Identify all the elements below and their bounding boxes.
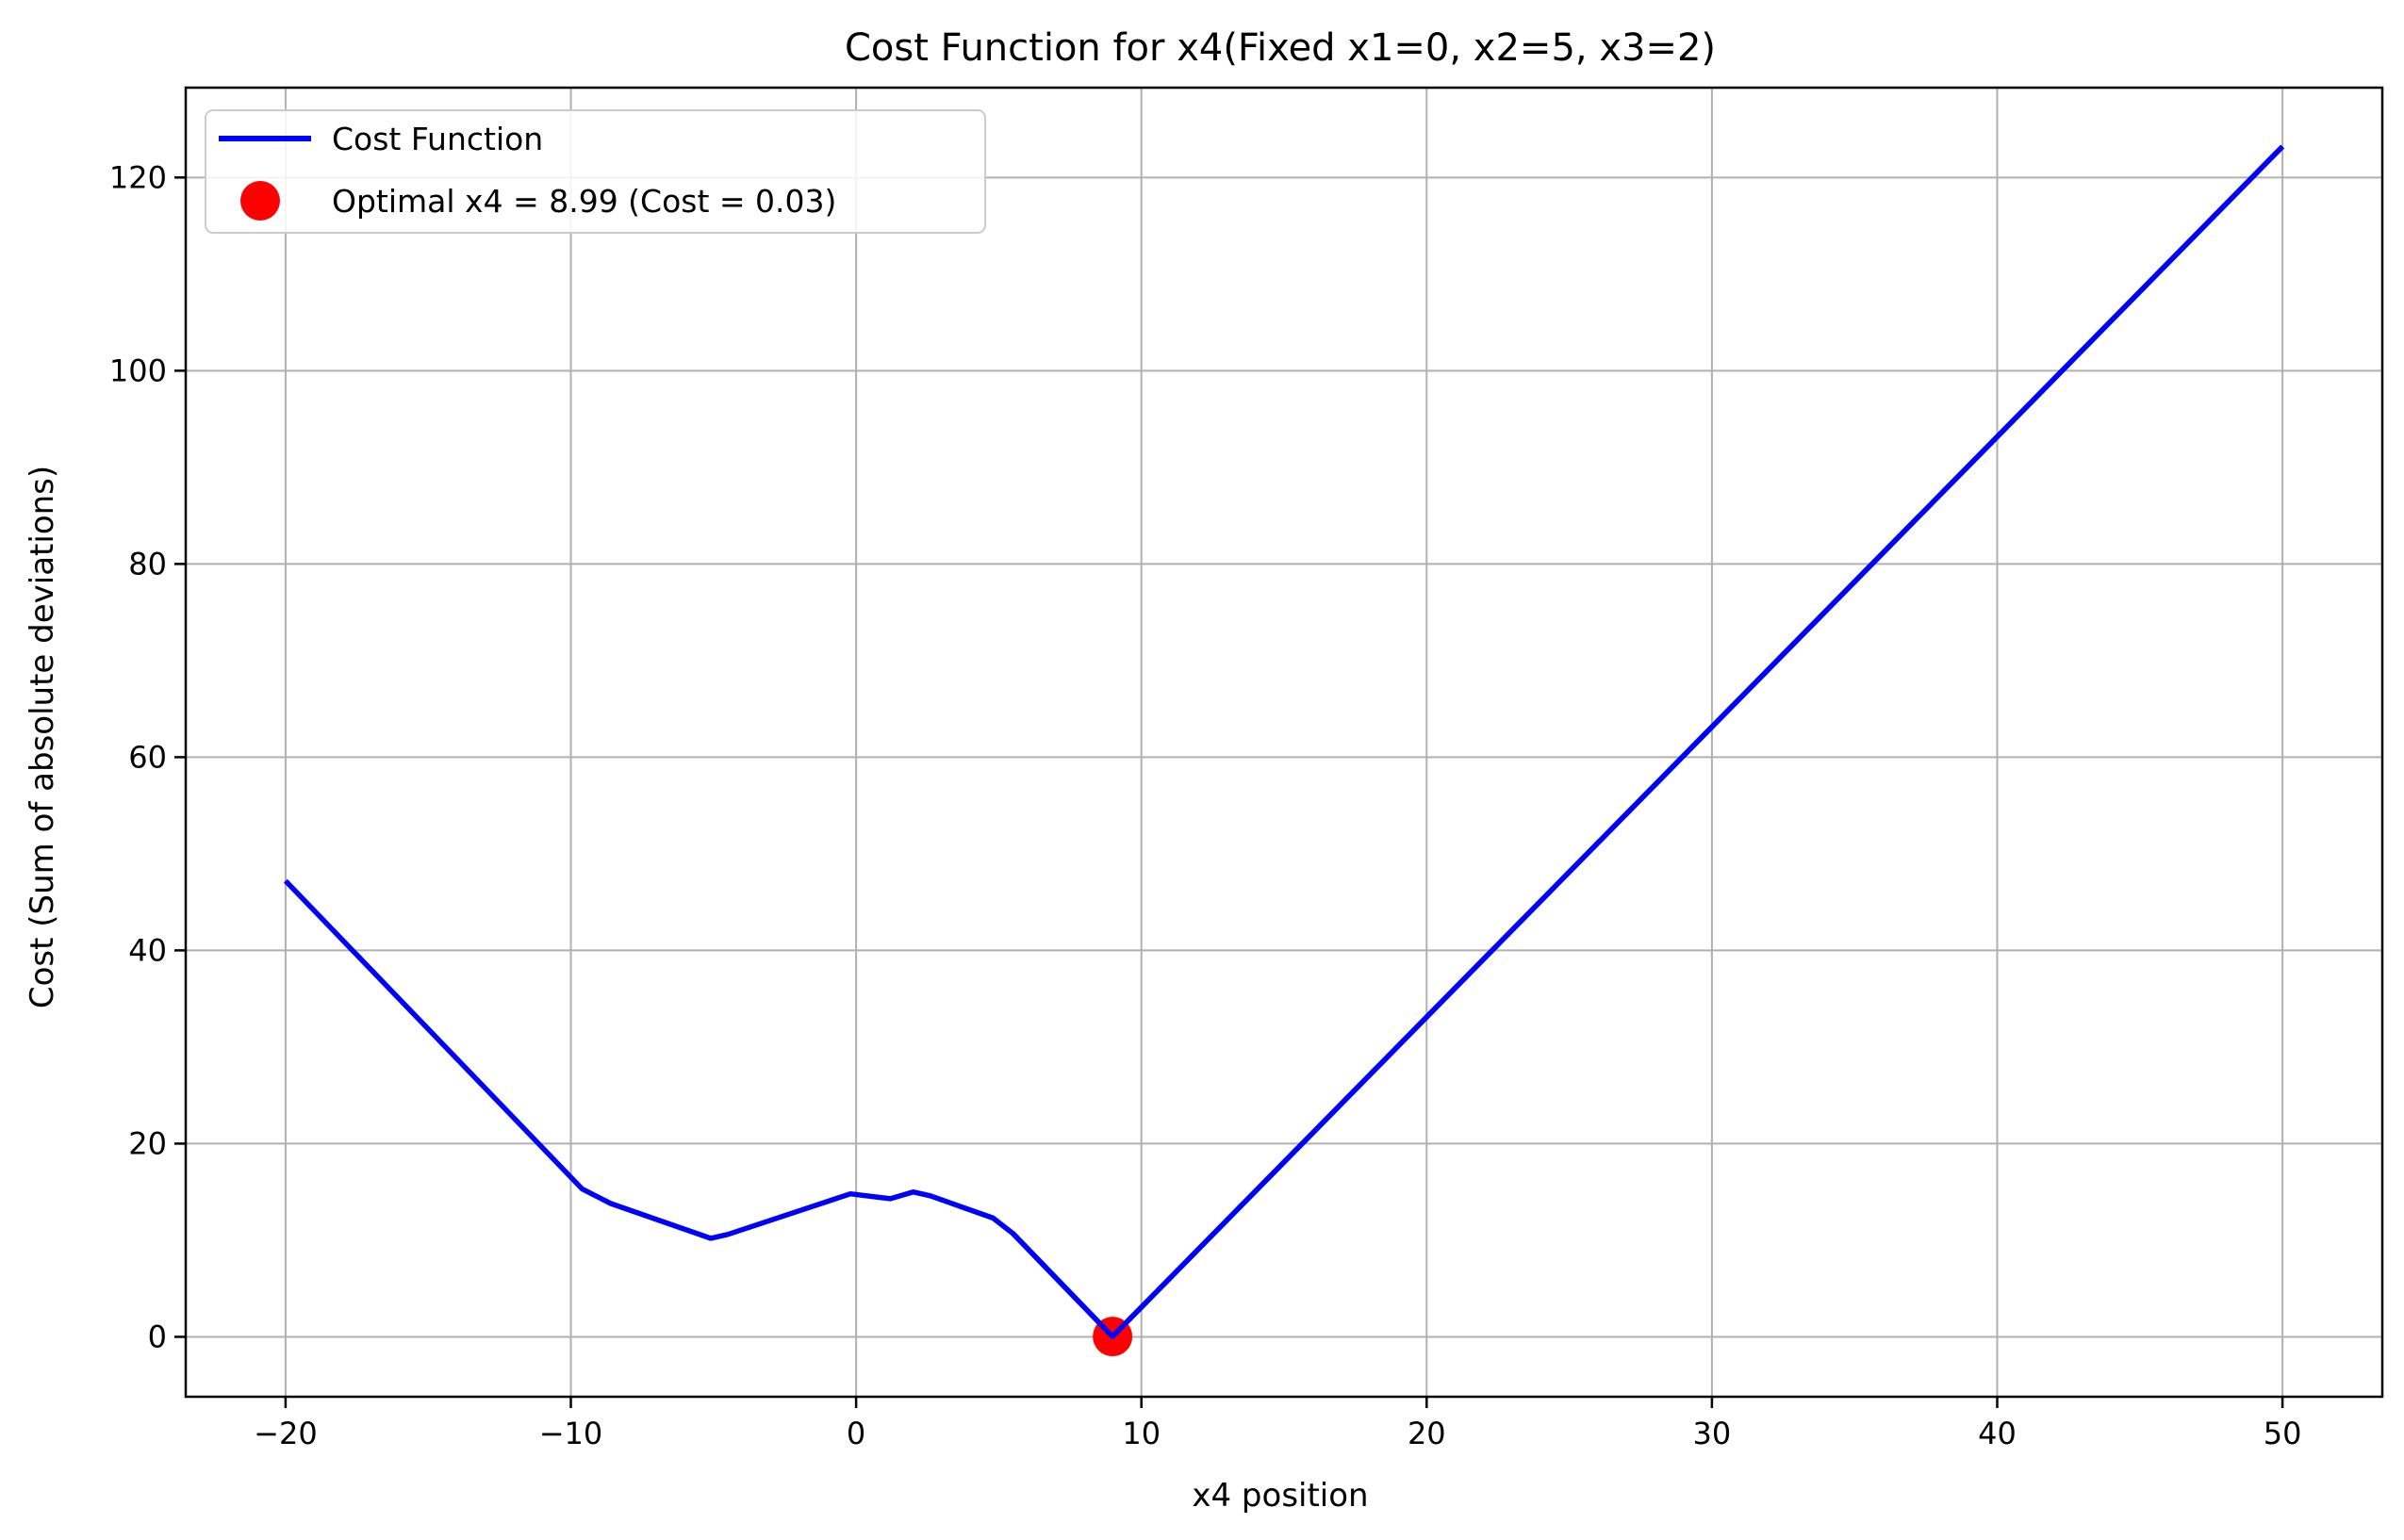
- x-tick-label: −10: [539, 1416, 603, 1451]
- y-axis: 0 20 40 60 80 100 120: [109, 159, 186, 1354]
- x-axis: −20 −10 0 10 20 30 40 50: [254, 1397, 2301, 1451]
- legend-label-optimal: Optimal x4 = 8.99 (Cost = 0.03): [332, 183, 836, 220]
- chart-title: Cost Function for x4(Fixed x1=0, x2=5, x…: [845, 26, 1716, 70]
- legend-marker-optimal: [240, 181, 280, 221]
- y-tick-label: 60: [128, 739, 167, 775]
- x-axis-title: x4 position: [1192, 1477, 1368, 1515]
- series-line-cost-function: [283, 144, 2285, 1339]
- x-tick-label: 20: [1408, 1416, 1446, 1451]
- y-tick-label: 40: [128, 932, 167, 968]
- series-layer: [283, 144, 2285, 1357]
- legend-label-cost-function: Cost Function: [332, 121, 543, 157]
- legend-frame: [205, 109, 986, 234]
- series-line-overlay: [1011, 144, 2285, 1339]
- x-tick-label: 10: [1122, 1416, 1161, 1451]
- x-tick-label: 30: [1693, 1416, 1732, 1451]
- y-tick-label: 0: [148, 1319, 167, 1354]
- x-tick-label: 40: [1978, 1416, 2017, 1451]
- x-tick-label: −20: [254, 1416, 318, 1451]
- grid: [186, 88, 2382, 1397]
- y-tick-label: 120: [109, 159, 167, 195]
- y-tick-label: 100: [109, 352, 167, 388]
- y-axis-title: Cost (Sum of absolute deviations): [24, 466, 61, 1008]
- y-tick-label: 20: [128, 1125, 167, 1161]
- x-tick-label: 50: [2264, 1416, 2302, 1451]
- x-tick-label: 0: [847, 1416, 865, 1451]
- y-tick-label: 80: [128, 546, 167, 582]
- plot-frame: [184, 86, 2384, 1399]
- legend: Cost Function Optimal x4 = 8.99 (Cost = …: [205, 109, 986, 234]
